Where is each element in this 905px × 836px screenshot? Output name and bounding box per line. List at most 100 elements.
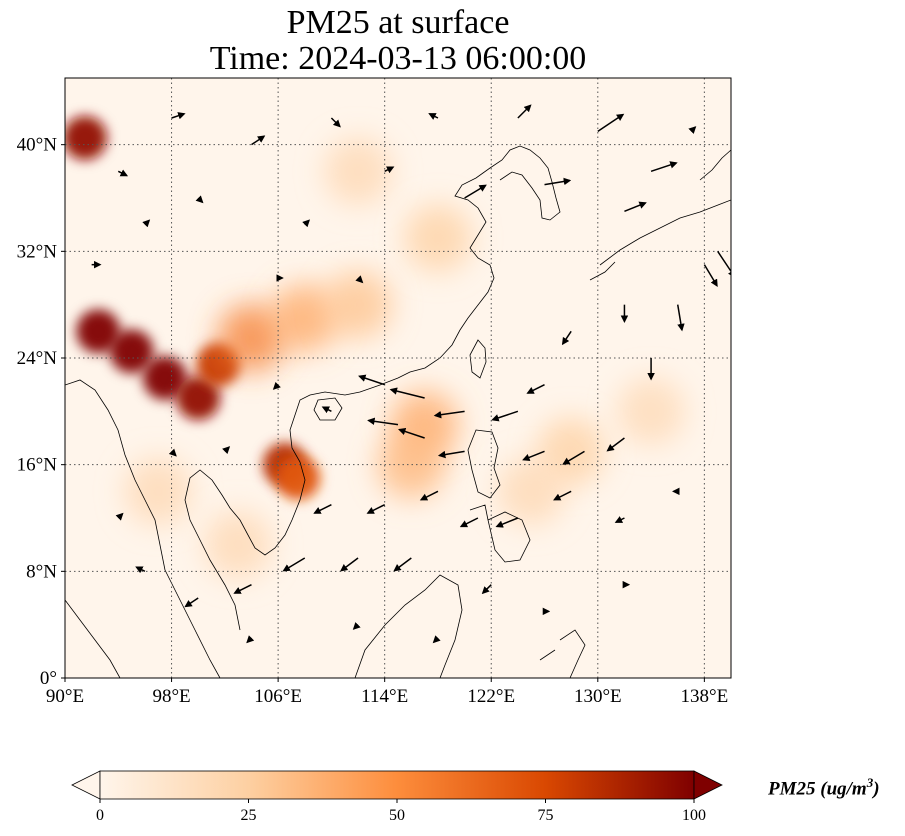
pm25-field [65, 116, 686, 579]
coastline-hainan [313, 397, 343, 421]
wind-arrow [703, 264, 718, 287]
map-panel: 90°E 98°E 106°E 114°E 122°E 130°E 138°E 0° 8°N 1… [17, 77, 732, 707]
wind-arrow [517, 104, 532, 119]
wind-arrow [389, 387, 425, 399]
wind-arrow [135, 566, 146, 574]
colorbar-tick-label: 100 [682, 807, 706, 824]
pm25-hotspot [204, 510, 273, 579]
pm25-hotspot [324, 137, 393, 206]
wind-arrow [115, 512, 124, 521]
pm25-hotspot [217, 304, 286, 372]
x-tick-label: 122°E [467, 686, 515, 707]
wind-arrow [246, 635, 255, 644]
map-frame [64, 77, 732, 679]
coastline-luzon [467, 429, 501, 499]
wind-arrow [561, 330, 572, 346]
pm25-hotspot [176, 376, 221, 420]
wind-arrow [526, 383, 545, 394]
wind-arrow [366, 503, 386, 514]
wind-arrow [233, 583, 252, 594]
wind-arrow [614, 516, 625, 523]
y-tick-label: 32°N [17, 241, 58, 262]
wind-arrow [222, 446, 231, 455]
wind-arrow [624, 201, 647, 213]
wind-arrow [168, 448, 177, 457]
coastline-sulawesi [539, 629, 586, 678]
wind-arrow [432, 635, 441, 644]
wind-arrow [355, 275, 364, 284]
wind-arrow [464, 184, 487, 199]
x-tick-label: 130°E [574, 686, 622, 707]
wind-arrow [676, 304, 685, 332]
wind-arrow [459, 517, 479, 528]
pm25-hotspot [403, 204, 472, 272]
wind-arrow [367, 417, 399, 426]
colorbar-tick-label: 0 [96, 807, 104, 824]
wind-arrow [544, 177, 572, 186]
colorbar-title: PM25 (ug/m3) [768, 775, 880, 800]
wind-arrow [330, 117, 341, 128]
wind-arrow [171, 112, 186, 120]
y-tick-label: 16°N [17, 455, 58, 476]
pm25-hotspot [276, 456, 321, 500]
coastline-indochina [184, 377, 399, 631]
coastline-japan [589, 149, 731, 281]
y-tick-label: 0° [40, 668, 57, 689]
colorbar-tick-label: 50 [389, 807, 405, 824]
colorbar-body [99, 770, 695, 800]
coastline-east-asia [397, 145, 561, 379]
wind-arrow [358, 374, 385, 386]
colorbar-extend-high [693, 770, 723, 800]
wind-arrow [282, 557, 306, 572]
wind-arrow [428, 113, 439, 120]
coastlines [65, 145, 731, 678]
x-tick-label: 98°E [152, 686, 190, 707]
y-tick-label: 40°N [17, 135, 58, 156]
coastline-malay [65, 569, 221, 678]
wind-vectors [91, 104, 731, 644]
map-time-subtitle: Time: 2024-03-13 06:00:00 [209, 40, 587, 77]
wind-arrow [606, 437, 625, 452]
wind-arrow [491, 410, 519, 422]
pm25-hotspot [124, 457, 193, 526]
x-tick-label: 106°E [254, 686, 302, 707]
wind-arrow [650, 161, 678, 173]
wind-arrow [481, 584, 492, 595]
wind-arrow [419, 490, 439, 501]
x-tick-label: 90°E [46, 686, 84, 707]
colorbar: 0 25 50 75 100 [71, 770, 723, 824]
wind-arrow [384, 166, 395, 174]
pm25-hotspot [142, 356, 187, 400]
wind-arrow [597, 113, 625, 132]
pm25-hotspot [65, 116, 107, 160]
wind-arrow [437, 450, 465, 459]
wind-arrow [433, 410, 465, 419]
coastline-myanmar [65, 379, 166, 571]
wind-arrow [688, 126, 697, 135]
coastline-philippines-south [469, 504, 531, 563]
y-tick-label: 8°N [26, 561, 57, 582]
wind-arrow [184, 597, 199, 608]
wind-arrow [302, 219, 311, 228]
wind-arrow [398, 427, 425, 439]
x-axis-ticks: 90°E 98°E 106°E 114°E 122°E 130°E 138°E [46, 678, 728, 707]
wind-arrow [142, 219, 151, 228]
colorbar-tick-label: 25 [241, 807, 257, 824]
wind-arrow [195, 195, 204, 204]
wind-arrow [313, 503, 332, 514]
pm25-hotspot [497, 457, 566, 526]
wind-arrow [321, 406, 332, 414]
wind-arrow [553, 490, 572, 501]
wind-arrow [352, 621, 361, 630]
y-axis-ticks: 0° 8°N 16°N 24°N 32°N 40°N [17, 135, 65, 689]
wind-arrow [251, 135, 266, 146]
pm25-hotspot [617, 377, 686, 446]
gridlines [65, 78, 731, 678]
wind-arrow [522, 450, 545, 461]
y-tick-label: 24°N [17, 348, 58, 369]
wind-arrow [562, 450, 585, 465]
coastline-borneo [354, 574, 463, 678]
wind-arrow [272, 381, 281, 390]
x-tick-label: 114°E [361, 686, 408, 707]
wind-arrow [117, 169, 129, 177]
